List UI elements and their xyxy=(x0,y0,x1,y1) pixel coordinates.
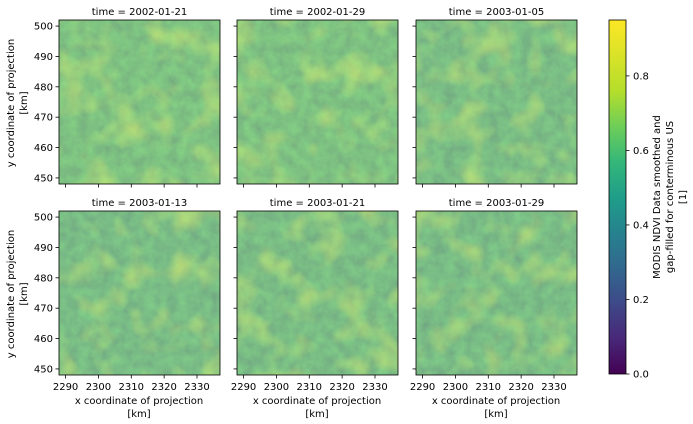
heatmap-panel-1 xyxy=(236,19,399,185)
x-axis-label-line2: [km] xyxy=(127,409,150,420)
panel-frame xyxy=(58,210,221,376)
y-tick-label: 470 xyxy=(34,304,53,315)
colorbar-label: MODIS NDVI Data smoothed and gap-filled … xyxy=(652,115,689,279)
colorbar-tick-label: 0.4 xyxy=(633,220,649,231)
x-tick-label: 2300 xyxy=(443,382,468,393)
panel-frame xyxy=(415,19,578,185)
panel-highlights xyxy=(237,211,398,375)
panel-highlights xyxy=(237,20,398,184)
panel-title-0: time = 2002-01-21 xyxy=(92,7,187,18)
panel-frame xyxy=(236,19,399,185)
y-axis-label-bottom: y coordinate of projection [km] xyxy=(6,230,30,358)
y-axis-label-line2: [km] xyxy=(19,91,30,114)
x-tick-label: 2320 xyxy=(151,382,176,393)
x-tick-label: 2320 xyxy=(329,382,354,393)
colorbar-label-line3: [1] xyxy=(678,190,689,204)
x-axis-label-line1: x coordinate of projection xyxy=(432,396,560,407)
heatmap-panels xyxy=(58,19,578,376)
colorbar-label-line2: gap-filled for conterminous US xyxy=(665,121,676,273)
panel-frame xyxy=(236,210,399,376)
x-tick-label: 2300 xyxy=(264,382,289,393)
y-tick-label: 480 xyxy=(34,82,53,93)
panel-title-4: time = 2003-01-21 xyxy=(270,198,365,209)
panel-highlights xyxy=(416,211,577,375)
panel-frame xyxy=(415,210,578,376)
x-axis-label-col2: x coordinate of projection [km] xyxy=(432,396,560,420)
x-axis-label-line2: [km] xyxy=(305,409,328,420)
y-axis-label-line1: y coordinate of projection xyxy=(6,230,17,358)
heatmap-panel-5 xyxy=(415,210,578,376)
x-tick-label: 2290 xyxy=(231,382,256,393)
y-tick-label: 450 xyxy=(34,364,53,375)
x-axis-label-col0: x coordinate of projection [km] xyxy=(75,396,203,420)
y-tick-label: 490 xyxy=(34,52,53,63)
x-axis-label-col1: x coordinate of projection [km] xyxy=(253,396,381,420)
panel-highlights xyxy=(59,211,220,375)
heatmap-panel-2 xyxy=(415,19,578,185)
panel-highlights xyxy=(59,20,220,184)
colorbar-tick-label: 0.0 xyxy=(633,370,649,381)
y-tick-label: 470 xyxy=(34,113,53,124)
y-axis-label-top: y coordinate of projection [km] xyxy=(6,39,30,167)
x-tick-label: 2300 xyxy=(86,382,111,393)
panel-frame xyxy=(58,19,221,185)
y-tick-label: 500 xyxy=(34,213,53,224)
colorbar-tick-label: 0.2 xyxy=(633,295,649,306)
x-axis-label-line2: [km] xyxy=(484,409,507,420)
panel-title-2: time = 2003-01-05 xyxy=(449,7,544,18)
axis-ticks: 450 460 470 480 490 500 450 460 470 480 490 500 2290… xyxy=(34,22,567,393)
colorbar xyxy=(608,19,627,375)
y-tick-label: 490 xyxy=(34,243,53,254)
panel-title-5: time = 2003-01-29 xyxy=(449,198,544,209)
heatmap-panel-4 xyxy=(236,210,399,376)
x-axis-label-line1: x coordinate of projection xyxy=(75,396,203,407)
x-tick-label: 2310 xyxy=(119,382,144,393)
y-tick-label: 460 xyxy=(34,334,53,345)
colorbar-ticks: 0.0 0.2 0.4 0.6 0.8 xyxy=(626,71,649,381)
colorbar-tick-label: 0.8 xyxy=(633,71,649,82)
y-axis-label-line1: y coordinate of projection xyxy=(6,39,17,167)
colorbar-label-line1: MODIS NDVI Data smoothed and xyxy=(652,115,663,279)
y-tick-label: 450 xyxy=(34,173,53,184)
x-tick-label: 2330 xyxy=(541,382,566,393)
x-tick-label: 2290 xyxy=(53,382,78,393)
x-tick-label: 2330 xyxy=(362,382,387,393)
panel-titles: time = 2002-01-21 time = 2002-01-29 time… xyxy=(92,7,544,209)
heatmap-panel-0 xyxy=(58,19,221,185)
heatmap-panel-3 xyxy=(58,210,221,376)
x-tick-label: 2310 xyxy=(297,382,322,393)
x-tick-label: 2330 xyxy=(184,382,209,393)
panel-highlights xyxy=(416,20,577,184)
y-tick-label: 460 xyxy=(34,143,53,154)
x-tick-label: 2310 xyxy=(476,382,501,393)
colorbar-tick-label: 0.6 xyxy=(633,146,649,157)
y-tick-label: 480 xyxy=(34,273,53,284)
x-axis-label-line1: x coordinate of projection xyxy=(253,396,381,407)
panel-title-3: time = 2003-01-13 xyxy=(92,198,187,209)
x-tick-label: 2320 xyxy=(508,382,533,393)
y-axis-label-line2: [km] xyxy=(19,282,30,305)
y-tick-label: 500 xyxy=(34,22,53,33)
x-tick-label: 2290 xyxy=(410,382,435,393)
panel-title-1: time = 2002-01-29 xyxy=(270,7,365,18)
